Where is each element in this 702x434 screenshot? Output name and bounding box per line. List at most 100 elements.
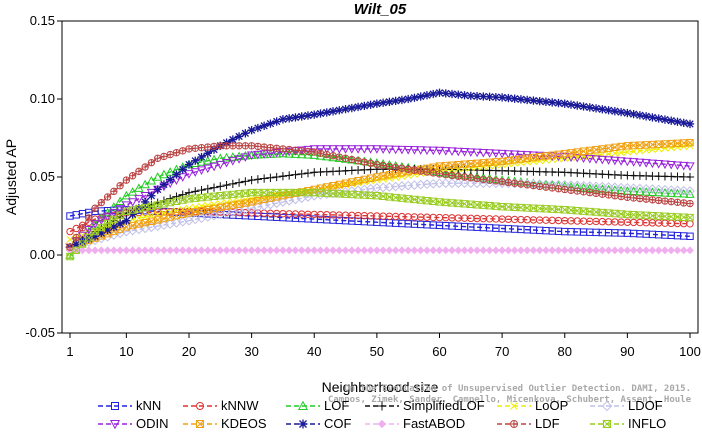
data-point xyxy=(122,176,131,184)
data-point xyxy=(485,92,494,101)
data-point xyxy=(448,171,456,180)
data-point xyxy=(229,201,237,209)
data-point xyxy=(210,204,218,213)
data-point xyxy=(560,99,569,108)
x-tick-label: 100 xyxy=(679,344,701,359)
data-point xyxy=(491,149,501,159)
data-point xyxy=(579,188,588,196)
data-point xyxy=(504,156,513,165)
data-point xyxy=(303,111,313,120)
data-point xyxy=(635,183,645,194)
data-point xyxy=(254,142,262,151)
data-point xyxy=(197,246,206,255)
data-point xyxy=(360,101,369,111)
data-point xyxy=(629,194,638,202)
data-point xyxy=(410,166,419,174)
data-point xyxy=(323,150,331,159)
y-tick-label: 0.15 xyxy=(30,13,55,28)
data-point xyxy=(279,246,287,255)
data-point xyxy=(153,216,162,224)
data-point xyxy=(191,208,199,216)
data-point xyxy=(335,153,343,161)
data-point xyxy=(178,173,188,182)
data-point xyxy=(334,145,344,154)
data-point xyxy=(492,177,500,185)
data-point xyxy=(216,182,225,191)
data-point xyxy=(103,193,112,201)
data-point xyxy=(209,183,219,192)
data-point xyxy=(453,147,463,157)
data-point xyxy=(216,246,225,255)
data-point xyxy=(523,95,532,105)
data-point xyxy=(109,208,119,218)
data-point xyxy=(622,157,633,167)
data-point xyxy=(329,152,337,160)
data-point xyxy=(378,145,388,154)
data-point xyxy=(498,246,507,255)
data-point xyxy=(122,216,131,225)
data-point xyxy=(523,154,531,162)
data-point xyxy=(72,224,80,233)
legend-marker xyxy=(297,400,309,410)
data-point xyxy=(272,172,281,182)
data-point xyxy=(121,201,132,210)
data-point xyxy=(385,171,394,179)
data-point xyxy=(172,170,181,179)
data-point xyxy=(548,151,556,159)
legend-marker xyxy=(602,420,612,428)
x-tick-label: 1 xyxy=(66,344,73,359)
data-point xyxy=(672,161,683,171)
legend-label: LOF xyxy=(324,398,349,413)
data-point xyxy=(166,246,175,255)
data-point xyxy=(429,89,438,99)
data-point xyxy=(535,97,544,106)
data-point xyxy=(585,103,594,112)
data-point xyxy=(535,153,544,161)
data-point xyxy=(122,246,131,255)
data-point xyxy=(460,91,469,100)
data-point xyxy=(472,92,482,101)
data-point xyxy=(466,91,475,101)
data-point xyxy=(598,246,607,255)
data-point xyxy=(197,144,206,152)
data-point xyxy=(366,174,375,182)
data-point xyxy=(535,151,545,161)
data-point xyxy=(366,159,375,167)
legend-item: LDOF xyxy=(590,398,663,413)
data-point xyxy=(372,145,382,154)
data-point xyxy=(179,147,187,155)
data-point xyxy=(447,178,457,189)
data-point xyxy=(71,246,81,255)
data-point xyxy=(109,222,118,232)
data-point xyxy=(610,156,620,166)
data-point xyxy=(203,164,213,174)
x-axis-label: Neighborhood size xyxy=(322,379,439,395)
data-point xyxy=(90,232,100,241)
data-point xyxy=(210,142,218,151)
data-point xyxy=(478,148,489,158)
legend-item: COF xyxy=(286,416,352,431)
data-point xyxy=(354,157,362,165)
data-point xyxy=(617,246,626,255)
data-point xyxy=(592,146,600,154)
series-markers-FastABOD xyxy=(66,246,694,255)
data-point xyxy=(128,246,137,255)
data-point xyxy=(404,94,413,104)
legend-label: LoOP xyxy=(535,398,568,413)
data-point xyxy=(303,168,313,178)
y-tick-label: 0.10 xyxy=(30,91,55,106)
chart-title: Wilt_05 xyxy=(354,1,407,18)
data-point xyxy=(390,145,401,155)
data-point xyxy=(567,246,575,255)
data-point xyxy=(102,212,113,222)
y-axis-ticks: -0.05 0.00 0.05 0.10 0.15 xyxy=(25,13,62,340)
data-point xyxy=(417,167,425,175)
data-point xyxy=(435,88,444,97)
data-point xyxy=(140,197,150,207)
data-point xyxy=(573,187,581,195)
legend-label: LDF xyxy=(535,416,560,431)
data-point xyxy=(303,145,313,155)
y-axis-label: Adjusted AP xyxy=(3,139,19,215)
data-point xyxy=(667,116,676,125)
data-point xyxy=(617,142,625,151)
